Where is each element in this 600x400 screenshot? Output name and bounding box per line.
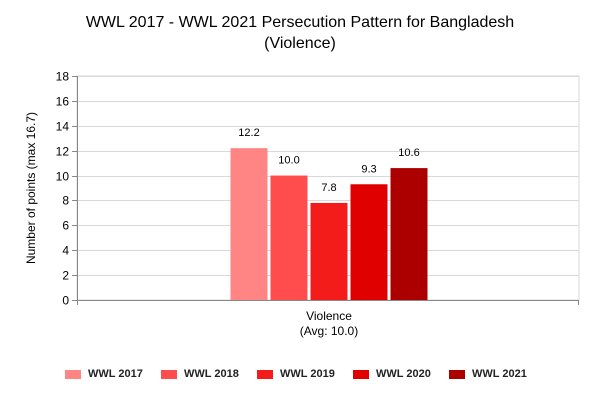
legend-label: WWL 2019 [280, 368, 335, 380]
bars [230, 148, 428, 300]
legend: WWL 2017 WWL 2018 WWL 2019 WWL 2020 WWL 2021 [0, 368, 600, 384]
x-category-label-line: (Avg: 10.0) [300, 324, 358, 338]
legend-item: WWL 2017 [65, 368, 143, 380]
legend-item: WWL 2018 [161, 368, 239, 380]
legend-label: WWL 2018 [184, 368, 239, 380]
bar-value-label: 10.0 [278, 155, 299, 167]
legend-item: WWL 2020 [353, 368, 431, 380]
legend-label: WWL 2017 [88, 368, 143, 380]
y-tick-label: 4 [62, 244, 69, 258]
bar-2 [270, 175, 308, 300]
legend-swatch [257, 369, 273, 379]
y-tick-label: 14 [56, 120, 70, 134]
bar-1 [230, 148, 268, 300]
y-tick-label: 6 [62, 219, 69, 233]
legend-item: WWL 2019 [257, 368, 335, 380]
y-tick-label: 2 [62, 269, 69, 283]
y-tick-labels: 0 2 4 6 8 10 12 14 16 18 [56, 70, 70, 308]
chart-title-line-2: (Violence) [264, 35, 336, 52]
legend-item: WWL 2021 [449, 368, 527, 380]
bar-value-label: 12.2 [238, 127, 259, 139]
legend-swatch [449, 369, 465, 379]
y-tick-label: 12 [56, 145, 70, 159]
bar-5 [390, 168, 428, 300]
legend-label: WWL 2021 [472, 368, 527, 380]
y-tick-label: 8 [62, 194, 69, 208]
x-category-label-line: Violence [306, 309, 352, 323]
y-tick-label: 18 [56, 70, 70, 84]
x-category-labels: Violence(Avg: 10.0) [300, 309, 358, 338]
bar-value-label: 7.8 [321, 182, 336, 194]
y-tick-label: 16 [56, 95, 70, 109]
y-axis-label: Number of points (max 16.7) [24, 112, 38, 264]
legend-label: WWL 2020 [376, 368, 431, 380]
chart-title-line-1: WWL 2017 - WWL 2021 Persecution Pattern … [85, 14, 515, 31]
bar-4 [350, 184, 388, 300]
chart-title: WWL 2017 - WWL 2021 Persecution Pattern … [0, 12, 600, 54]
axes [72, 76, 579, 305]
y-tick-label: 10 [56, 170, 70, 184]
bar-value-label: 10.6 [398, 147, 419, 159]
y-tick-label: 0 [62, 294, 69, 308]
legend-swatch [353, 369, 369, 379]
bar-value-label: 9.3 [361, 163, 376, 175]
legend-swatch [161, 369, 177, 379]
legend-swatch [65, 369, 81, 379]
bar-value-labels: 12.2 10.0 7.8 9.3 10.6 [238, 127, 419, 194]
bar-3 [310, 202, 348, 300]
